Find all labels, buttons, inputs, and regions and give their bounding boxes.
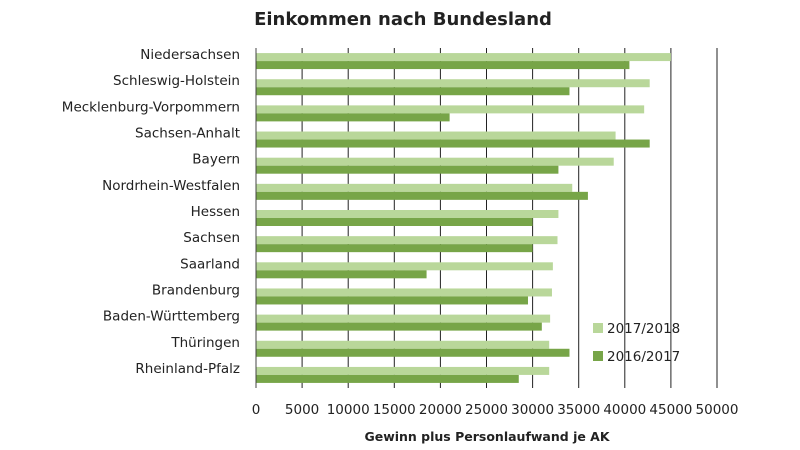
x-tick-label: 25000 xyxy=(465,402,508,418)
bar-series-2017-2018 xyxy=(256,157,614,166)
legend-swatch xyxy=(593,323,603,333)
category-label: Schleswig-Holstein xyxy=(113,73,240,89)
bar-series-2016-2017 xyxy=(256,165,559,174)
legend-label: 2016/2017 xyxy=(607,349,680,365)
category-label: Hessen xyxy=(191,204,240,220)
bar-series-2016-2017 xyxy=(256,61,630,70)
x-tick-labels: 0 5000 10000 15000 20000 25000 30000 35000 40000… xyxy=(252,402,739,418)
legend-swatch xyxy=(593,351,603,361)
chart-title: Einkommen nach Bundesland xyxy=(254,9,552,30)
bar-series-2017-2018 xyxy=(256,105,645,114)
category-label: Sachsen-Anhalt xyxy=(135,126,240,142)
bar-series-2017-2018 xyxy=(256,131,616,140)
category-label: Thüringen xyxy=(170,335,240,351)
category-labels: Niedersachsen Schleswig-Holstein Mecklenbu… xyxy=(62,47,240,377)
bar-series-2017-2018 xyxy=(256,262,553,271)
x-tick-label: 50000 xyxy=(696,402,739,418)
bar-series-2017-2018 xyxy=(256,79,650,88)
bar-series-2016-2017 xyxy=(256,87,570,96)
bar-series-2016-2017 xyxy=(256,113,450,122)
x-tick-label: 0 xyxy=(252,402,261,418)
bars xyxy=(256,53,671,383)
bar-series-2016-2017 xyxy=(256,322,542,331)
category-label: Brandenburg xyxy=(152,282,240,298)
bar-series-2016-2017 xyxy=(256,191,588,200)
bar-series-2016-2017 xyxy=(256,218,533,226)
category-label: Mecklenburg-Vorpommern xyxy=(62,99,240,115)
bar-series-2017-2018 xyxy=(256,183,573,192)
bar-series-2017-2018 xyxy=(256,236,558,245)
x-tick-label: 10000 xyxy=(327,402,370,418)
category-label: Nordrhein-Westfalen xyxy=(102,178,240,194)
category-label: Rheinland-Pfalz xyxy=(135,361,240,377)
x-axis-label: Gewinn plus Personlaufwand je AK xyxy=(364,429,610,444)
bar-series-2017-2018 xyxy=(256,366,550,375)
category-label: Bayern xyxy=(192,152,240,168)
x-tick-label: 40000 xyxy=(603,402,646,418)
bar-series-2016-2017 xyxy=(256,374,519,383)
category-label: Sachsen xyxy=(183,230,240,246)
bar-series-2017-2018 xyxy=(256,210,559,218)
legend: 2017/2018 2016/2017 xyxy=(593,321,680,365)
x-tick-label: 35000 xyxy=(557,402,600,418)
legend-label: 2017/2018 xyxy=(607,321,680,337)
x-tick-label: 5000 xyxy=(285,402,319,418)
category-label: Saarland xyxy=(180,256,240,272)
x-tick-label: 45000 xyxy=(649,402,692,418)
bar-series-2016-2017 xyxy=(256,139,650,148)
bar-series-2016-2017 xyxy=(256,296,528,305)
bar-series-2016-2017 xyxy=(256,348,570,357)
bar-series-2017-2018 xyxy=(256,314,551,323)
category-label: Niedersachsen xyxy=(140,47,240,63)
category-label: Baden-Württemberg xyxy=(103,309,240,325)
x-tick-label: 15000 xyxy=(373,402,416,418)
bar-series-2017-2018 xyxy=(256,53,671,62)
bar-series-2016-2017 xyxy=(256,244,533,253)
bar-series-2016-2017 xyxy=(256,270,427,279)
x-tick-label: 20000 xyxy=(419,402,462,418)
bar-series-2017-2018 xyxy=(256,340,550,349)
x-tick-label: 30000 xyxy=(511,402,554,418)
bar-series-2017-2018 xyxy=(256,288,552,297)
